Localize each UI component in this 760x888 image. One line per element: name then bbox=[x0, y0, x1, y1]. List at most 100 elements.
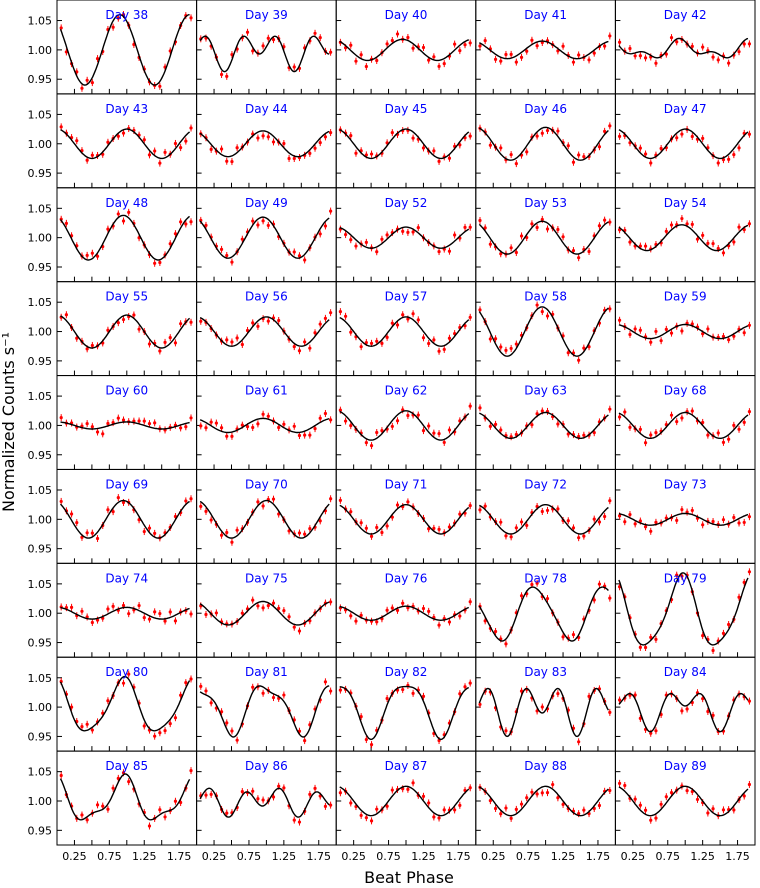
model-curve bbox=[478, 306, 609, 357]
data-point bbox=[199, 319, 203, 323]
data-point bbox=[85, 818, 89, 822]
data-point bbox=[468, 225, 472, 229]
data-point bbox=[147, 422, 152, 426]
panel-day-83: Day 83 bbox=[475, 656, 616, 752]
data-point bbox=[664, 795, 668, 799]
data-point bbox=[608, 710, 612, 714]
data-point bbox=[251, 598, 255, 602]
panel-day-54: Day 54 bbox=[614, 187, 756, 283]
data-point bbox=[545, 227, 550, 231]
data-point bbox=[463, 685, 467, 689]
y-tick-label: 1.05 bbox=[28, 108, 53, 121]
data-point bbox=[90, 153, 94, 157]
data-point bbox=[329, 311, 333, 315]
data-point bbox=[514, 432, 518, 437]
data-point bbox=[468, 504, 472, 508]
data-point bbox=[349, 510, 353, 514]
data-point bbox=[716, 161, 720, 165]
data-point bbox=[219, 247, 224, 251]
data-point bbox=[421, 694, 426, 698]
data-point bbox=[540, 509, 544, 514]
data-point bbox=[116, 134, 120, 138]
panel-title: Day 47 bbox=[664, 102, 707, 116]
data-point bbox=[654, 329, 658, 334]
data-point bbox=[240, 237, 244, 241]
data-point bbox=[623, 520, 627, 524]
data-point bbox=[406, 413, 410, 418]
data-point bbox=[282, 422, 286, 426]
data-point bbox=[313, 31, 317, 35]
data-point bbox=[349, 614, 353, 618]
data-point bbox=[504, 534, 508, 538]
data-point bbox=[313, 331, 317, 335]
data-point bbox=[375, 339, 379, 343]
data-point bbox=[292, 65, 296, 69]
data-point bbox=[617, 781, 622, 785]
data-point bbox=[721, 518, 726, 522]
data-point bbox=[375, 430, 379, 435]
data-point bbox=[256, 324, 260, 329]
data-point bbox=[643, 808, 648, 812]
data-point bbox=[499, 146, 503, 150]
data-point bbox=[493, 806, 498, 811]
data-point bbox=[380, 429, 384, 433]
data-point bbox=[437, 623, 441, 627]
data-point bbox=[530, 38, 534, 42]
data-point bbox=[261, 606, 265, 610]
panel-title: Day 80 bbox=[105, 665, 148, 679]
panel-title: Day 45 bbox=[385, 102, 428, 116]
data-point bbox=[747, 515, 752, 519]
data-point bbox=[716, 431, 720, 435]
data-point bbox=[628, 425, 632, 429]
data-point bbox=[468, 41, 472, 45]
data-point bbox=[727, 157, 731, 161]
data-point bbox=[638, 519, 642, 523]
data-point bbox=[545, 508, 550, 513]
data-point bbox=[514, 161, 518, 166]
y-tick-label: 0.95 bbox=[28, 261, 53, 274]
panel-day-76: Day 76 bbox=[335, 562, 477, 658]
data-point bbox=[359, 613, 363, 617]
data-point bbox=[711, 519, 715, 524]
model-curve bbox=[479, 40, 609, 60]
data-point bbox=[747, 132, 752, 136]
x-tick-label: 0.75 bbox=[237, 850, 262, 863]
data-point bbox=[90, 343, 94, 348]
model-curve bbox=[479, 411, 609, 439]
data-point bbox=[95, 803, 100, 807]
data-point bbox=[256, 797, 260, 801]
data-point bbox=[675, 40, 679, 44]
data-point bbox=[468, 315, 472, 319]
data-point bbox=[701, 420, 705, 425]
data-point bbox=[209, 792, 213, 796]
data-point bbox=[747, 42, 752, 46]
panel-day-87: 0.25 0.75 1.25 1.75 Day 87 bbox=[335, 750, 477, 863]
data-point bbox=[90, 728, 94, 732]
data-point bbox=[727, 61, 731, 65]
data-point bbox=[75, 520, 79, 525]
data-point bbox=[732, 808, 736, 812]
data-point bbox=[427, 58, 431, 62]
data-point bbox=[504, 52, 508, 57]
data-point bbox=[566, 519, 570, 523]
data-point bbox=[240, 611, 244, 615]
data-point bbox=[343, 419, 348, 423]
data-point bbox=[545, 314, 550, 318]
data-point bbox=[240, 342, 244, 347]
data-point bbox=[638, 328, 642, 332]
data-point bbox=[577, 53, 581, 57]
data-point bbox=[189, 16, 193, 20]
data-point bbox=[380, 530, 384, 535]
data-point bbox=[277, 784, 281, 788]
data-point bbox=[323, 224, 328, 228]
data-point bbox=[256, 422, 260, 426]
data-point bbox=[669, 790, 674, 795]
data-point bbox=[597, 803, 602, 808]
data-point bbox=[617, 415, 622, 419]
data-point bbox=[158, 84, 162, 88]
y-tick-label: 1.00 bbox=[28, 607, 53, 620]
data-point bbox=[432, 526, 436, 530]
data-point bbox=[329, 50, 333, 54]
data-point bbox=[59, 499, 63, 504]
